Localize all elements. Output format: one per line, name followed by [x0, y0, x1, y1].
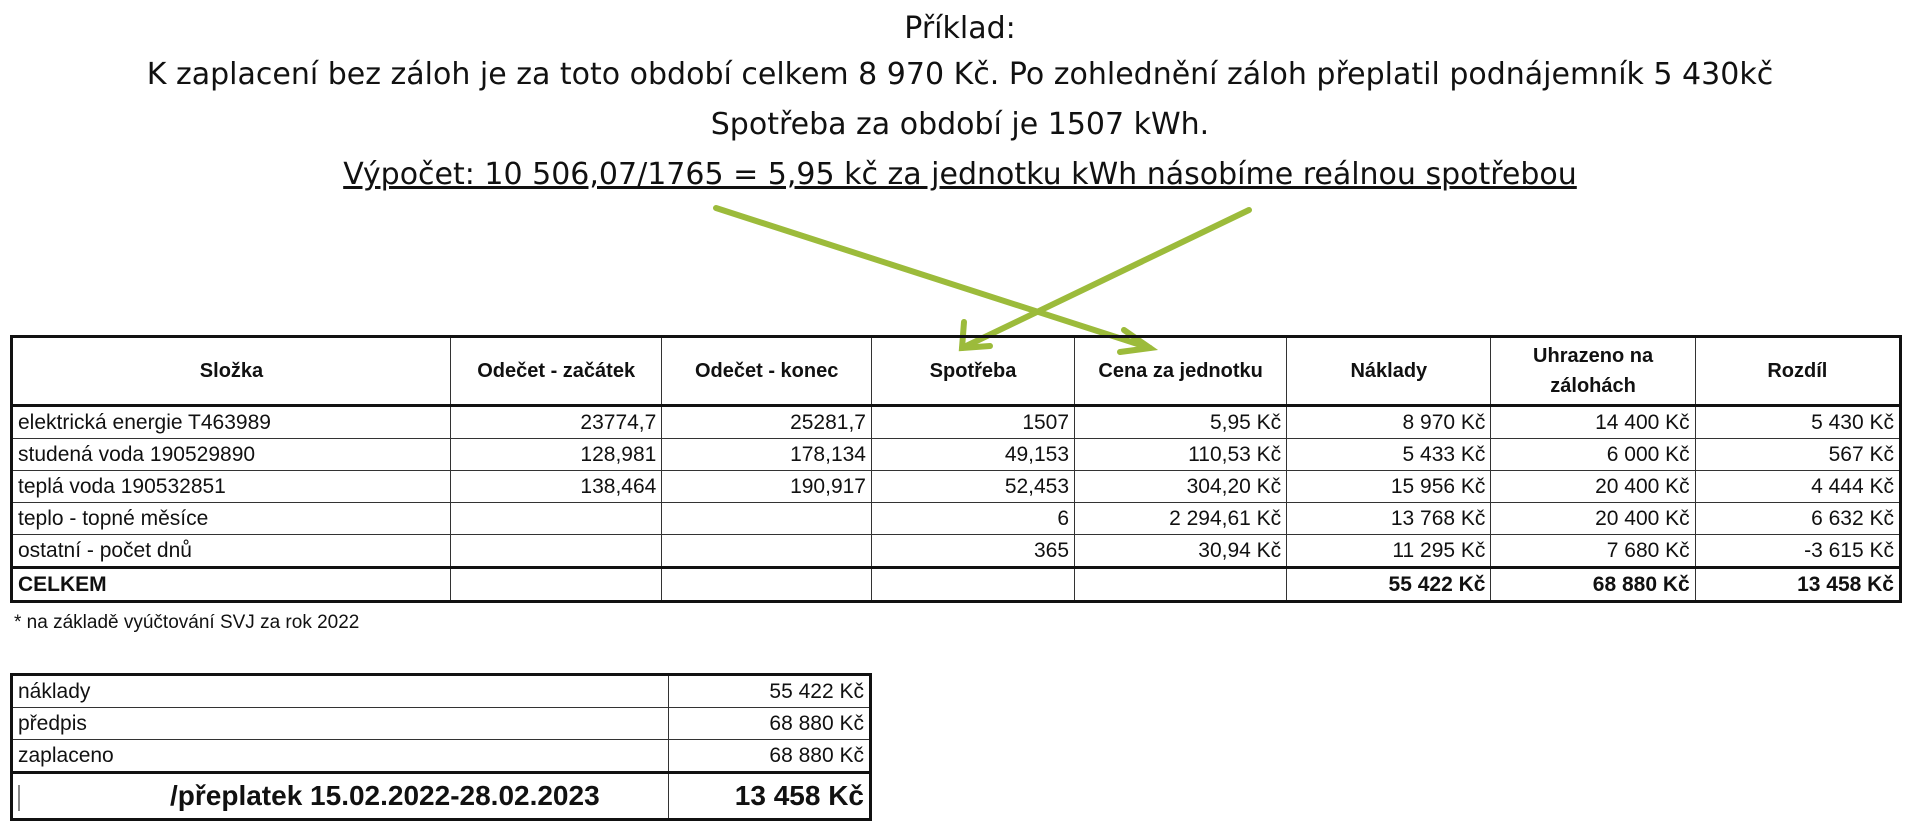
table-cell: studená voda 190529890 — [11, 438, 451, 471]
calculation-line: Výpočet: 10 506,07/1765 = 5,95 kč za jed… — [343, 157, 1577, 192]
table-cell: 49,153 — [870, 438, 1076, 471]
table-cell: 5,95 Kč — [1074, 405, 1288, 439]
table-cell: 13 458 Kč — [1694, 566, 1902, 602]
table-cell: 1507 — [870, 405, 1076, 439]
table-cell: 68 880 Kč — [1490, 566, 1696, 602]
table-cell: -3 615 Kč — [1694, 534, 1902, 568]
table-cell — [449, 534, 663, 568]
table-cell: 23774,7 — [449, 405, 663, 439]
table-cell — [661, 566, 872, 602]
table-cell: 110,53 Kč — [1074, 438, 1288, 471]
summary-label: předpis — [11, 707, 669, 740]
table-cell — [661, 502, 872, 535]
table-cell: CELKEM — [11, 566, 451, 602]
table-cell — [661, 534, 872, 568]
column-header: Cena za jednotku — [1074, 336, 1288, 407]
table-cell: 20 400 Kč — [1490, 470, 1696, 503]
column-header: Uhrazeno na zálohách — [1490, 336, 1696, 407]
summary-label: zaplaceno — [11, 739, 669, 773]
table-cell: 13 768 Kč — [1286, 502, 1492, 535]
table-cell: 52,453 — [870, 470, 1076, 503]
summary-row: náklady 55 422 Kč — [11, 674, 871, 708]
column-header: Rozdíl — [1694, 336, 1902, 407]
table-cell: 567 Kč — [1694, 438, 1902, 471]
table-cell: 30,94 Kč — [1074, 534, 1288, 568]
table-cell: 6 — [870, 502, 1076, 535]
table-row: teplo - topné měsíce 6 2 294,61 Kč 13 768 K… — [11, 502, 1902, 535]
table-cell: 8 970 Kč — [1286, 405, 1492, 439]
table-cell: teplo - topné měsíce — [11, 502, 451, 535]
redacted-mark — [18, 784, 20, 811]
overpayment-label: /přeplatek 15.02.2022-28.02.2023 — [170, 780, 600, 811]
summary-label: náklady — [11, 674, 669, 708]
table-cell: 15 956 Kč — [1286, 470, 1492, 503]
table-cell: 5 430 Kč — [1694, 405, 1902, 439]
column-header: Spotřeba — [870, 336, 1076, 407]
table-cell: ostatní - počet dnů — [11, 534, 451, 568]
column-header: Náklady — [1286, 336, 1492, 407]
table-cell: 304,20 Kč — [1074, 470, 1288, 503]
table-row: studená voda 190529890 128,981 178,134 49,1… — [11, 438, 1902, 471]
table-cell: elektrická energie T463989 — [11, 405, 451, 439]
table-cell — [449, 566, 663, 602]
table-cell: 190,917 — [661, 470, 872, 503]
overpayment-value: 13 458 Kč — [668, 771, 871, 820]
overpayment-row: /přeplatek 15.02.2022-28.02.2023 13 458 K… — [11, 771, 871, 820]
table-cell: 14 400 Kč — [1490, 405, 1696, 439]
billing-table: Složka Odečet - začátek Odečet - konec Spot… — [10, 335, 1902, 603]
column-header: Složka — [11, 336, 451, 407]
column-header: Odečet - konec — [661, 336, 872, 407]
table-cell — [870, 566, 1076, 602]
example-line-1: K zaplacení bez záloh je za toto období … — [146, 57, 1774, 92]
table-cell: 128,981 — [449, 438, 663, 471]
example-line-2: Spotřeba za období je 1507 kWh. — [710, 107, 1210, 142]
table-cell — [1074, 566, 1288, 602]
summary-table: náklady 55 422 Kč předpis 68 880 Kč zaplacen… — [10, 673, 872, 821]
table-row: elektrická energie T463989 23774,7 25281,7… — [11, 405, 1902, 439]
table-cell: 178,134 — [661, 438, 872, 471]
table-row: ostatní - počet dnů 365 30,94 Kč 11 295 Kč 7… — [11, 534, 1902, 568]
summary-row: zaplaceno 68 880 Kč — [11, 739, 871, 773]
summary-value: 55 422 Kč — [668, 674, 871, 708]
table-cell: 4 444 Kč — [1694, 470, 1902, 503]
example-title: Příklad: — [904, 11, 1016, 46]
table-cell: 25281,7 — [661, 405, 872, 439]
footnote: * na základě vyúčtování SVJ za rok 2022 — [14, 612, 360, 633]
table-cell: 138,464 — [449, 470, 663, 503]
arrow-to-cena — [713, 205, 1153, 351]
summary-value: 68 880 Kč — [668, 707, 871, 740]
table-cell: 6 632 Kč — [1694, 502, 1902, 535]
column-header: Odečet - začátek — [449, 336, 663, 407]
table-cell: 11 295 Kč — [1286, 534, 1492, 568]
table-cell: 20 400 Kč — [1490, 502, 1696, 535]
table-cell: 55 422 Kč — [1286, 566, 1492, 602]
table-cell: 2 294,61 Kč — [1074, 502, 1288, 535]
summary-row: předpis 68 880 Kč — [11, 707, 871, 740]
table-cell: 7 680 Kč — [1490, 534, 1696, 568]
arrow-to-spotreba — [959, 207, 1252, 351]
summary-value: 68 880 Kč — [668, 739, 871, 773]
table-cell: 5 433 Kč — [1286, 438, 1492, 471]
table-cell — [449, 502, 663, 535]
table-cell: 365 — [870, 534, 1076, 568]
table-cell: 6 000 Kč — [1490, 438, 1696, 471]
total-row: CELKEM 55 422 Kč 68 880 Kč 13 458 Kč — [11, 566, 1902, 602]
table-cell: teplá voda 190532851 — [11, 470, 451, 503]
table-row: teplá voda 190532851 138,464 190,917 52,453… — [11, 470, 1902, 503]
